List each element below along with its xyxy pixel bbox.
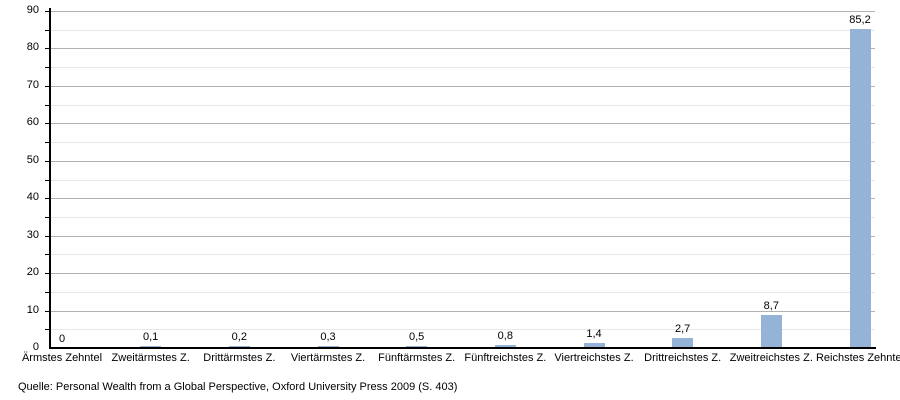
bar-value-label: 0,2 xyxy=(231,331,247,343)
y-axis-tick xyxy=(45,179,50,181)
y-axis-tick xyxy=(45,67,50,69)
y-tick-label: 20 xyxy=(26,266,39,279)
y-axis-tick xyxy=(45,85,50,87)
y-axis-line xyxy=(49,8,51,349)
y-tick-label: 80 xyxy=(26,41,39,54)
y-axis-tick xyxy=(45,235,50,237)
y-tick-label: 10 xyxy=(26,303,39,316)
y-tick-label: 50 xyxy=(26,153,39,166)
y-axis-tick xyxy=(45,216,50,218)
bar xyxy=(760,315,782,348)
bar-value-label: 2,7 xyxy=(675,322,691,335)
y-axis-tick xyxy=(45,104,50,106)
bar-value-label: 0,8 xyxy=(497,330,513,342)
y-tick-label: 0 xyxy=(32,341,39,353)
minor-gridline xyxy=(50,142,875,144)
y-axis-tick xyxy=(45,198,50,200)
bar xyxy=(849,28,871,348)
bar-value-label: 85,2 xyxy=(849,13,871,26)
major-gridline xyxy=(50,48,875,50)
bar xyxy=(583,342,605,348)
y-axis-tick xyxy=(45,123,50,125)
y-tick-label: 40 xyxy=(26,191,39,204)
minor-gridline xyxy=(50,291,875,293)
bar-value-label: 0 xyxy=(58,333,66,345)
minor-gridline xyxy=(50,67,875,69)
minor-gridline xyxy=(50,329,875,331)
category-label: Fünftärmstes Z. xyxy=(378,352,456,364)
bar xyxy=(494,345,516,348)
bar-value-label: 0,5 xyxy=(409,331,425,343)
y-axis-tick xyxy=(45,160,50,162)
minor-gridline xyxy=(50,216,875,218)
y-axis-tick xyxy=(45,11,50,12)
category-label: Ärmstes Zehntel xyxy=(21,352,103,364)
y-axis-tick xyxy=(45,291,50,293)
major-gridline xyxy=(50,160,875,162)
y-tick-label: 90 xyxy=(26,4,39,16)
minor-gridline xyxy=(50,254,875,256)
bar-value-label: 8,7 xyxy=(763,300,779,313)
bar-value-label: 0,3 xyxy=(320,331,336,343)
y-tick-label: 60 xyxy=(26,116,39,129)
bar-value-label: 0,1 xyxy=(143,331,159,343)
source-note: Quelle: Personal Wealth from a Global Pe… xyxy=(18,381,458,393)
category-label: Drittärmstes Z. xyxy=(203,352,276,364)
bar-value-label: 1,4 xyxy=(586,327,602,340)
y-axis-tick xyxy=(45,273,50,275)
category-label: Zweitärmstes Z. xyxy=(111,352,190,364)
y-axis-tick xyxy=(45,142,50,144)
category-label: Viertärmstes Z. xyxy=(290,352,366,364)
y-axis-tick xyxy=(45,310,50,312)
y-axis-tick xyxy=(45,29,50,31)
category-label: Drittreichstes Z. xyxy=(644,352,722,364)
major-gridline xyxy=(50,273,875,275)
minor-gridline xyxy=(50,104,875,106)
y-tick-label: 70 xyxy=(26,78,39,91)
y-axis-tick xyxy=(45,48,50,50)
y-axis-tick xyxy=(45,254,50,256)
major-gridline xyxy=(50,198,875,200)
major-gridline xyxy=(50,235,875,237)
major-gridline xyxy=(50,11,875,12)
category-label: Zweitreichstes Z. xyxy=(729,352,813,364)
x-axis-line xyxy=(49,347,876,349)
bar xyxy=(672,337,694,348)
major-gridline xyxy=(50,85,875,87)
minor-gridline xyxy=(50,179,875,181)
category-label: Reichstes Zehntel xyxy=(815,352,900,364)
y-tick-label: 30 xyxy=(26,228,39,241)
major-gridline xyxy=(50,123,875,125)
major-gridline xyxy=(50,310,875,312)
category-label: Viertreichstes Z. xyxy=(554,352,634,364)
y-axis-tick xyxy=(45,329,50,331)
category-label: Fünftreichstes Z. xyxy=(464,352,547,364)
minor-gridline xyxy=(50,29,875,31)
